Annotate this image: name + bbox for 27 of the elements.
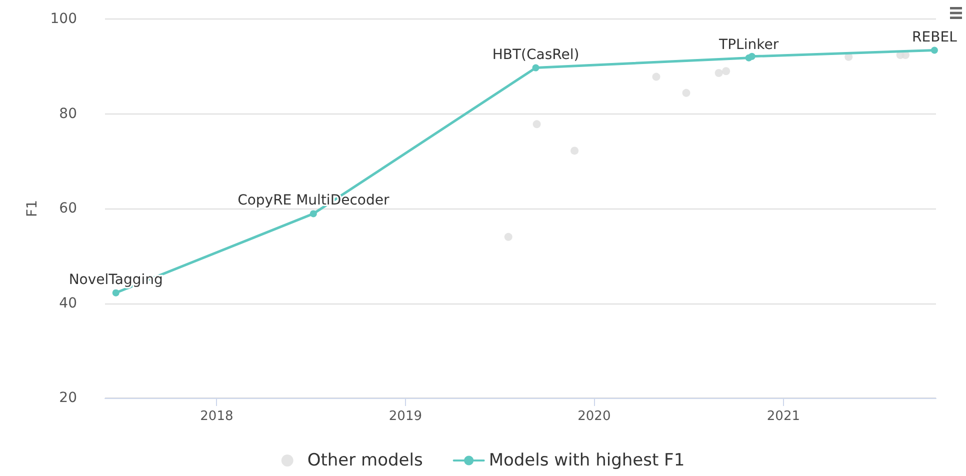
point xyxy=(722,67,730,76)
x-tick-label: 2021 xyxy=(766,409,800,424)
point xyxy=(748,52,756,60)
legend-label: Other models xyxy=(307,450,423,470)
y-tick-label: 60 xyxy=(59,200,77,216)
y-tick-label: 100 xyxy=(50,11,77,27)
point xyxy=(532,120,541,128)
y-tick-label: 20 xyxy=(59,390,77,406)
y-tick-label: 80 xyxy=(59,106,77,122)
point xyxy=(652,72,660,81)
point xyxy=(570,146,579,155)
point xyxy=(112,289,120,296)
point xyxy=(714,69,723,78)
annotation: TPLinker xyxy=(718,36,779,53)
annotation: REBEL xyxy=(912,29,958,46)
point xyxy=(310,210,317,218)
point xyxy=(682,88,690,97)
point xyxy=(930,46,938,54)
y-axis-title: F1 xyxy=(24,200,40,217)
y-tick-label: 40 xyxy=(59,295,77,312)
legend-label: Models with highest F1 xyxy=(488,450,685,470)
x-tick-label: 2019 xyxy=(388,409,422,424)
x-tick-label: 2020 xyxy=(578,409,611,424)
annotation: HBT(CasRel) xyxy=(492,46,580,63)
point xyxy=(504,232,512,241)
point xyxy=(532,64,540,72)
x-tick-label: 2018 xyxy=(200,409,234,424)
